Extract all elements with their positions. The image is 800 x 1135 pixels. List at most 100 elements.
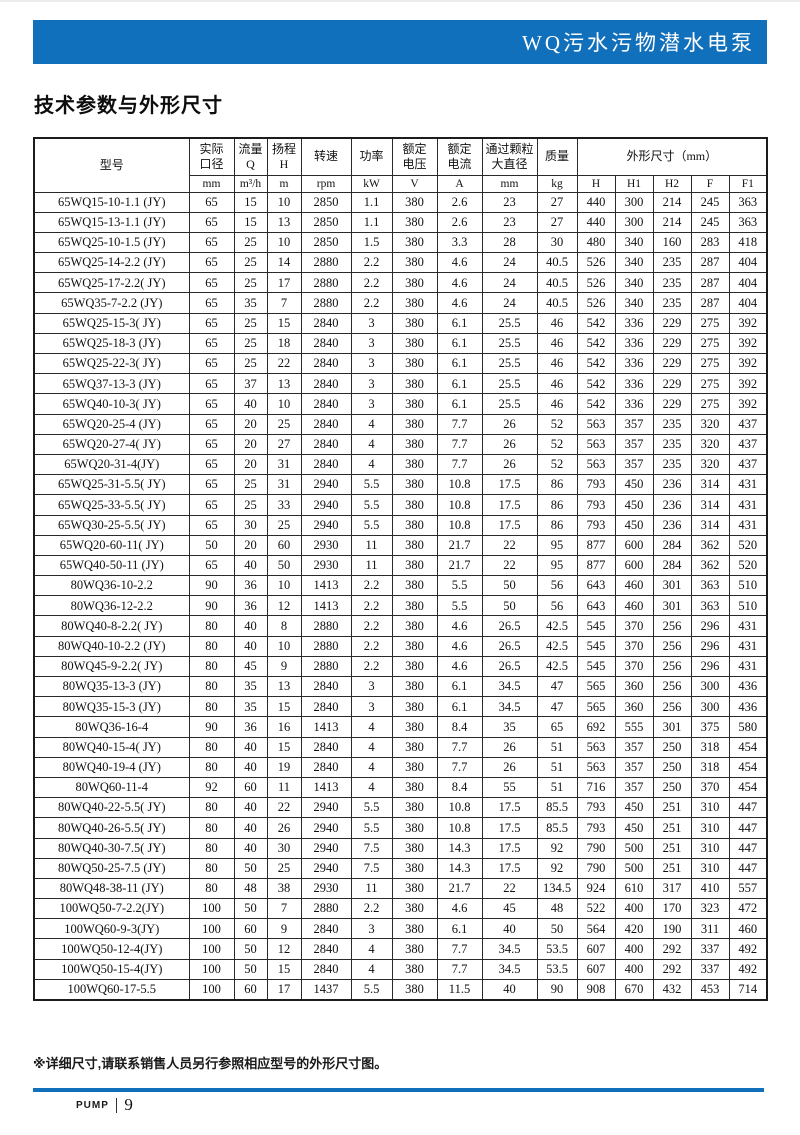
cell-value: 24 [481,272,538,294]
cell-value: 563 [576,756,616,778]
cell-value: 557 [728,877,768,900]
cell-value: 314 [690,514,730,536]
cell-value: 300 [690,696,730,718]
cell-value: 522 [576,898,616,920]
col-header-9: 质量 [536,137,578,176]
cell-value: 2.2 [350,615,393,637]
cell-value: 65 [188,312,235,334]
table-row: 65WQ15-13-1.1 (JY) 65 15 13 2850 1.1 380 2.6 23 2… [33,211,768,233]
cell-value: 357 [614,433,654,455]
dim-unit-F: F [690,174,730,193]
table-row: 65WQ25-14-2.2 (JY) 65 25 14 2880 2.2 380 4.6 24 4… [33,252,768,274]
cell-value: 607 [576,938,616,960]
cell-value: 26 [481,736,538,758]
cell-value: 2.6 [436,191,483,213]
spec-table: 型号 实际 口径 流量 Q 扬程 H 转速 功率 额定 电压 额定 电流 通过颗粒 大直径 质量 外形尺寸（mm… [33,137,769,1001]
table-row: 65WQ37-13-3 (JY) 65 37 13 2840 3 380 6.1 25.5 46 5… [33,373,768,395]
cell-value: 4 [350,776,393,799]
cell-value: 301 [652,716,692,738]
table-row: 80WQ40-8-2.2( JY) 80 40 8 2880 2.2 380 4.6 26.5 4… [33,615,768,637]
cell-value: 526 [576,272,616,294]
cell-value: 20 [233,413,268,435]
cell-value: 5.5 [436,575,483,597]
unit-1: mm [188,174,235,193]
cell-value: 336 [614,393,654,415]
cell-value: 6.1 [436,675,483,698]
cell-value: 56 [536,595,578,617]
cell-value: 25 [233,494,268,516]
cell-value: 46 [536,393,578,415]
cell-value: 50 [233,958,268,980]
unit-4: rpm [300,174,352,193]
cell-value: 250 [652,756,692,778]
cell-value: 310 [690,837,730,859]
cell-value: 170 [652,898,692,920]
cell-value: 380 [391,534,438,556]
footnote: ※详细尺寸,请联系销售人员另行参照相应型号的外形尺寸图。 [33,1056,388,1071]
cell-value: 380 [391,494,438,516]
cell-value: 235 [652,252,692,274]
cell-value: 296 [690,615,730,637]
cell-value: 65 [188,252,235,274]
cell-value: 450 [614,817,654,839]
cell-value: 35 [481,716,538,738]
cell-value: 432 [652,978,692,1001]
cell-value: 86 [536,514,578,536]
cell-value: 392 [728,373,768,395]
cell-value: 1413 [300,716,352,738]
cell-model: 65WQ25-15-3( JY) [33,312,190,334]
cell-value: 7.7 [436,413,483,435]
cell-value: 10 [266,231,302,254]
table-row: 80WQ35-15-3 (JY) 80 35 15 2840 3 380 6.1 34.5 47 5… [33,696,768,718]
cell-value: 50 [233,898,268,920]
footer-page-number: 9 [124,1095,133,1114]
cell-value: 11 [350,534,393,556]
cell-value: 27 [536,211,578,233]
cell-model: 80WQ45-9-2.2( JY) [33,655,190,678]
cell-value: 336 [614,332,654,355]
cell-value: 563 [576,453,616,476]
cell-value: 7.7 [436,958,483,980]
cell-value: 440 [576,211,616,233]
cell-value: 3 [350,373,393,395]
unit-7: A [436,174,483,193]
cell-model: 80WQ48-38-11 (JY) [33,877,190,900]
cell-value: 284 [652,554,692,577]
cell-model: 65WQ30-25-5.5( JY) [33,514,190,536]
cell-model: 65WQ37-13-3 (JY) [33,373,190,395]
cell-value: 275 [690,352,730,375]
cell-value: 21.7 [436,877,483,900]
cell-value: 380 [391,817,438,839]
cell-value: 160 [652,231,692,254]
cell-value: 380 [391,696,438,718]
cell-value: 643 [576,575,616,597]
cell-value: 17.5 [481,817,538,839]
cell-value: 2840 [300,332,352,355]
cell-value: 47 [536,696,578,718]
cell-value: 26 [266,817,302,839]
cell-value: 36 [233,716,268,738]
cell-value: 357 [614,736,654,758]
cell-value: 90 [188,595,235,617]
cell-value: 793 [576,514,616,536]
cell-value: 460 [614,595,654,617]
cell-value: 21.7 [436,534,483,556]
cell-value: 256 [652,696,692,718]
cell-value: 716 [576,776,616,799]
cell-value: 7.7 [436,736,483,758]
cell-model: 80WQ40-30-7.5( JY) [33,837,190,859]
cell-value: 2850 [300,191,352,213]
cell-value: 380 [391,453,438,476]
cell-value: 15 [266,312,302,334]
cell-value: 80 [188,877,235,900]
cell-value: 17.5 [481,857,538,879]
cell-value: 15 [233,211,268,233]
cell-value: 404 [728,252,768,274]
cell-value: 4 [350,736,393,758]
cell-value: 256 [652,615,692,637]
cell-value: 380 [391,474,438,496]
cell-value: 4 [350,433,393,455]
cell-value: 310 [690,797,730,819]
cell-model: 80WQ36-12-2.2 [33,595,190,617]
table-row: 100WQ60-17-5.5 100 60 17 1437 5.5 380 11.5 40 90 9… [33,978,768,1001]
